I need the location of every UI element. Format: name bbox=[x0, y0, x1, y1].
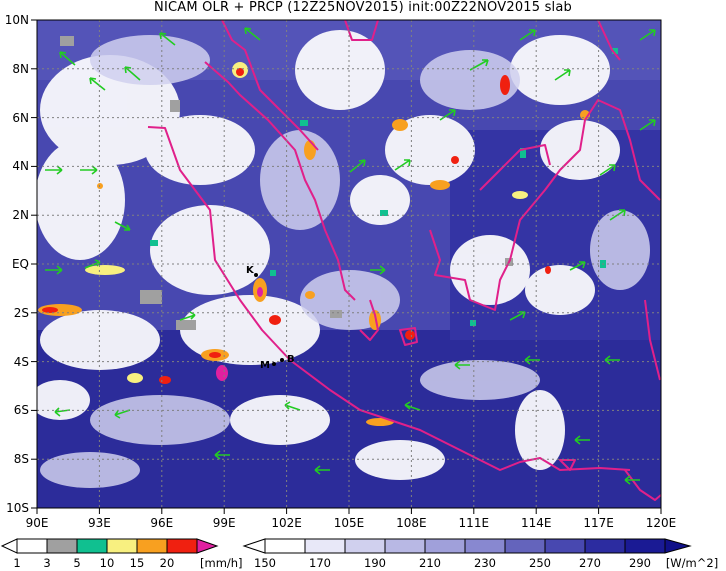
precip-colorbar: 1 3 5 10 15 20 [mm/h] bbox=[0, 538, 243, 570]
precip-tick: 15 bbox=[130, 556, 145, 570]
lat-label: 8S bbox=[14, 452, 29, 466]
precip-tick: 10 bbox=[100, 556, 115, 570]
city-markers bbox=[254, 273, 284, 366]
lat-label: 4N bbox=[12, 159, 29, 173]
graticule bbox=[37, 20, 661, 508]
lat-label: 6N bbox=[12, 111, 29, 125]
olr-tick: 270 bbox=[579, 556, 601, 570]
olr-tick: 190 bbox=[364, 556, 386, 570]
city-label-m: M bbox=[260, 360, 270, 371]
precip-unit: [mm/h] bbox=[200, 556, 243, 570]
lon-label: 117E bbox=[583, 516, 614, 530]
olr-tick: 210 bbox=[419, 556, 441, 570]
city-label-b: B bbox=[287, 354, 295, 365]
longitude-axis: 90E 93E 96E 99E 102E 105E 108E 111E 114E… bbox=[26, 516, 677, 530]
olr-field: K M B bbox=[37, 20, 661, 508]
lon-label: 96E bbox=[150, 516, 173, 530]
lat-label: 8N bbox=[12, 62, 29, 76]
latitude-axis: 10N 8N 6N 4N 2N EQ 2S 4S 6S 8S 10S bbox=[5, 13, 29, 515]
precip-tick: 20 bbox=[160, 556, 175, 570]
lon-label: 99E bbox=[213, 516, 236, 530]
lon-label: 93E bbox=[88, 516, 111, 530]
lon-label: 102E bbox=[271, 516, 302, 530]
wind-vectors bbox=[45, 27, 656, 485]
precip-tick: 1 bbox=[13, 556, 20, 570]
lon-label: 114E bbox=[521, 516, 552, 530]
lon-label: 105E bbox=[334, 516, 365, 530]
olr-tick: 230 bbox=[474, 556, 496, 570]
lat-label: 10S bbox=[6, 501, 29, 515]
lat-label: 2N bbox=[12, 208, 29, 222]
lon-label: 108E bbox=[396, 516, 427, 530]
lon-label: 90E bbox=[26, 516, 49, 530]
olr-tick: 150 bbox=[254, 556, 276, 570]
olr-tick: 170 bbox=[309, 556, 331, 570]
lat-label: 2S bbox=[14, 306, 29, 320]
lon-label: 111E bbox=[459, 516, 490, 530]
lat-label: 4S bbox=[14, 355, 29, 369]
city-label-k: K bbox=[246, 265, 255, 276]
precip-tick: 5 bbox=[73, 556, 80, 570]
olr-tick: 290 bbox=[629, 556, 651, 570]
lat-label: EQ bbox=[12, 257, 29, 271]
precip-tick: 3 bbox=[43, 556, 50, 570]
lon-label: 120E bbox=[646, 516, 677, 530]
lat-label: 10N bbox=[5, 13, 29, 27]
lat-label: 6S bbox=[14, 403, 29, 417]
map-title: NICAM OLR + PRCP (12Z25NOV2015) init:00Z… bbox=[154, 0, 572, 15]
olr-colorbar: 150 170 190 210 230 250 270 290 [W/m^2] bbox=[242, 538, 718, 570]
olr-unit: [W/m^2] bbox=[666, 556, 718, 570]
olr-tick: 250 bbox=[529, 556, 551, 570]
